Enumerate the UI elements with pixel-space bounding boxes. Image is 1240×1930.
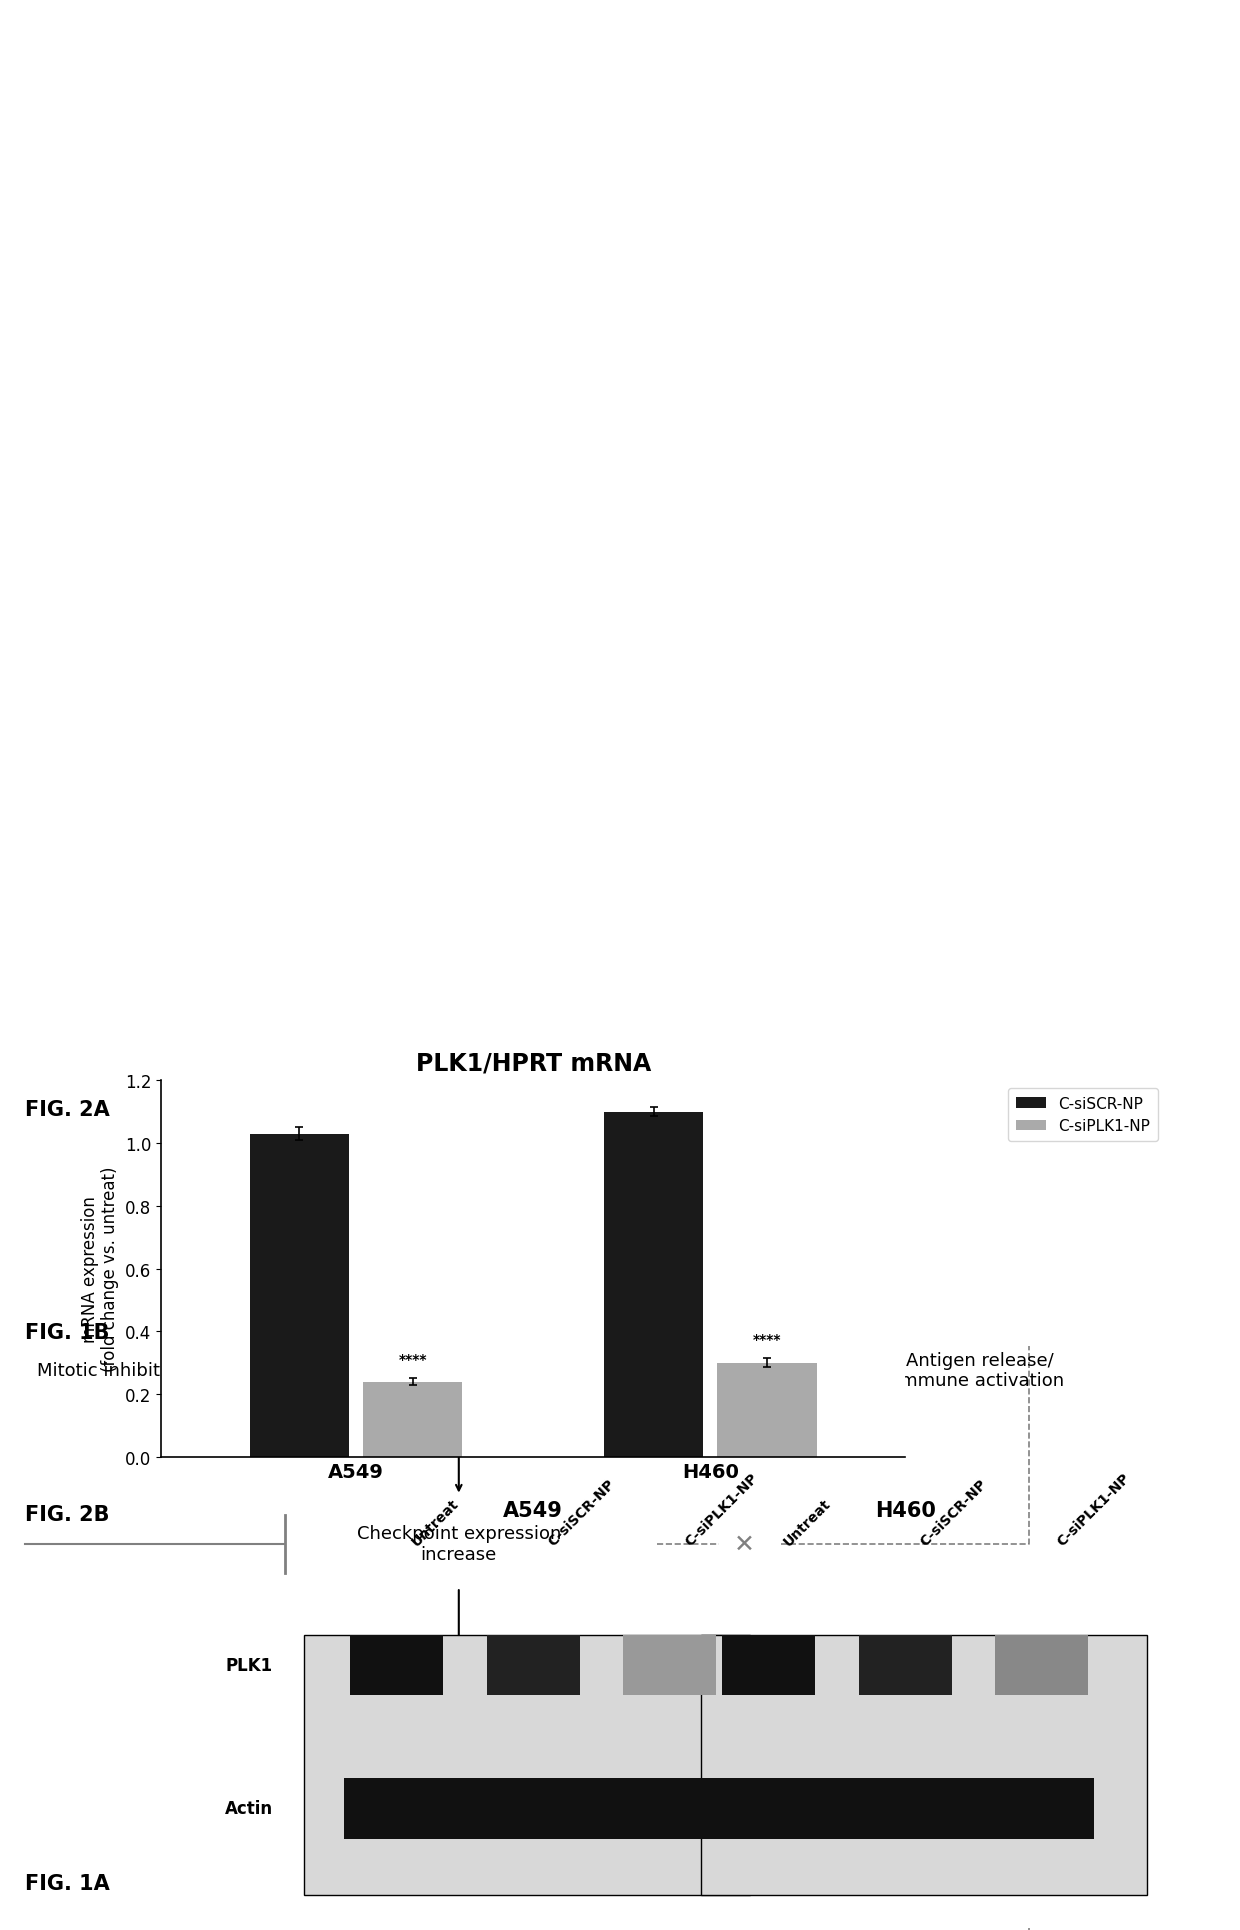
Text: C-siSCR-NP: C-siSCR-NP <box>546 1476 618 1548</box>
Text: ****: **** <box>753 1332 781 1345</box>
Bar <box>363 1382 463 1457</box>
Bar <box>624 1635 715 1695</box>
Text: Actin: Actin <box>224 1799 273 1818</box>
Text: FIG. 2A: FIG. 2A <box>25 1100 109 1119</box>
Title: PLK1/HPRT mRNA: PLK1/HPRT mRNA <box>415 1050 651 1075</box>
Text: PLK1: PLK1 <box>226 1656 273 1673</box>
Y-axis label: mRNA expression
(fold change vs. untreat): mRNA expression (fold change vs. untreat… <box>81 1166 119 1372</box>
Text: Checkpoint expression
increase: Checkpoint expression increase <box>357 1525 560 1563</box>
Bar <box>717 1778 1095 1839</box>
Text: FIG. 2B: FIG. 2B <box>25 1505 109 1525</box>
Text: cell death: cell death <box>620 1361 709 1380</box>
Text: H460: H460 <box>874 1500 936 1521</box>
Bar <box>249 1135 348 1457</box>
Bar <box>345 1778 722 1839</box>
Bar <box>486 1635 580 1695</box>
Text: C-siPLK1-NP: C-siPLK1-NP <box>1054 1471 1132 1548</box>
Bar <box>351 1635 444 1695</box>
Text: cell cycle arrest: cell cycle arrest <box>347 1361 490 1380</box>
Text: Untreat: Untreat <box>781 1496 833 1548</box>
Text: FIG. 1A: FIG. 1A <box>25 1874 109 1893</box>
Text: Anti-tumor
immune effects: Anti-tumor immune effects <box>388 1718 529 1756</box>
Text: Mitotic inhibition: Mitotic inhibition <box>37 1361 187 1380</box>
Text: Antigen release/
immune activation: Antigen release/ immune activation <box>895 1351 1064 1390</box>
Bar <box>994 1635 1089 1695</box>
Bar <box>718 1363 817 1457</box>
Bar <box>604 1112 703 1457</box>
Text: C-siPLK1-NP: C-siPLK1-NP <box>682 1471 760 1548</box>
Bar <box>304 1635 750 1895</box>
Text: C-siSCR-NP: C-siSCR-NP <box>918 1476 990 1548</box>
Bar <box>722 1635 816 1695</box>
Text: ****: **** <box>398 1353 427 1366</box>
Bar <box>701 1635 1147 1895</box>
Text: A549: A549 <box>503 1500 563 1521</box>
Text: FIG. 1B: FIG. 1B <box>25 1322 109 1341</box>
Text: ✕: ✕ <box>734 1532 754 1556</box>
Legend: C-siSCR-NP, C-siPLK1-NP: C-siSCR-NP, C-siPLK1-NP <box>1008 1089 1158 1141</box>
Bar <box>858 1635 952 1695</box>
Text: Untreat: Untreat <box>409 1496 461 1548</box>
